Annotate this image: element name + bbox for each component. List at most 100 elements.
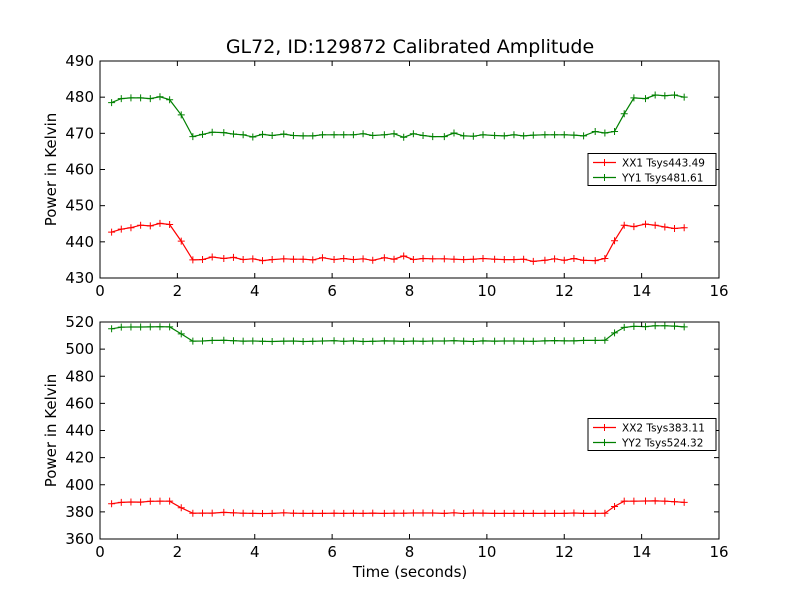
data-point: [117, 498, 125, 506]
data-point: [429, 255, 437, 263]
data-point: [661, 322, 669, 330]
data-point: [258, 257, 266, 265]
y-tick-label: 460: [65, 161, 94, 179]
data-point: [591, 336, 599, 344]
data-point: [419, 132, 427, 140]
data-point: [166, 220, 174, 228]
data-point: [380, 509, 388, 517]
x-tick-label: 4: [250, 282, 260, 300]
data-point: [400, 252, 408, 260]
data-point: [156, 323, 164, 331]
data-point: [108, 99, 116, 107]
bottom-plot: 0 2 4 6 8 10 12 14 16 360 380 400 420 440 460 480 500 520…: [42, 313, 729, 561]
data-point: [479, 131, 487, 139]
series-line-1-1: [111, 325, 685, 343]
data-point: [146, 95, 154, 103]
data-point: [580, 509, 588, 517]
data-point: [330, 509, 338, 517]
data-point: [491, 337, 499, 345]
y-axis-label-1: Power in Kelvin: [42, 374, 60, 488]
data-point: [520, 255, 528, 263]
legend-marker: [601, 424, 608, 431]
data-point: [146, 497, 154, 505]
data-point: [318, 254, 326, 262]
data-point: [651, 322, 659, 330]
data-point: [299, 509, 307, 517]
data-point: [611, 237, 619, 245]
data-point: [541, 337, 549, 345]
data-point: [409, 256, 417, 264]
data-point: [369, 132, 377, 140]
data-point: [309, 337, 317, 345]
data-point: [137, 498, 145, 506]
data-point: [359, 130, 367, 138]
data-point: [229, 130, 237, 138]
legend-entry: YY2 Tsys524.32: [621, 438, 703, 450]
data-point: [380, 337, 388, 345]
data-point: [189, 256, 197, 264]
data-point: [220, 336, 228, 344]
data-point: [289, 132, 297, 140]
data-point: [390, 509, 398, 517]
y-tick-label: 470: [65, 124, 94, 142]
x-tick-label: 4: [250, 543, 260, 561]
data-point: [440, 255, 448, 263]
y-tick-label: 520: [65, 313, 94, 331]
data-point: [641, 323, 649, 331]
data-point: [330, 256, 338, 264]
data-point: [239, 131, 247, 139]
data-point: [199, 256, 207, 264]
data-point: [529, 131, 537, 139]
data-point: [541, 509, 549, 517]
data-point: [239, 256, 247, 264]
data-point: [359, 255, 367, 263]
data-point: [268, 256, 276, 264]
data-point: [189, 337, 197, 345]
data-point: [156, 497, 164, 505]
data-point: [580, 256, 588, 264]
data-point: [469, 509, 477, 517]
data-point: [166, 323, 174, 331]
data-point: [299, 338, 307, 346]
data-point: [127, 224, 135, 232]
data-point: [591, 128, 599, 136]
data-point: [560, 509, 568, 517]
data-point: [671, 498, 679, 506]
data-point: [220, 508, 228, 516]
data-point: [299, 132, 307, 140]
data-point: [491, 255, 499, 263]
data-point: [299, 255, 307, 263]
data-point: [258, 510, 266, 518]
data-point: [289, 509, 297, 517]
data-point: [208, 509, 216, 517]
data-point: [671, 91, 679, 99]
data-point: [611, 502, 619, 510]
legend-marker: [601, 439, 608, 446]
data-point: [591, 257, 599, 265]
data-point: [450, 337, 458, 345]
data-point: [529, 509, 537, 517]
data-point: [529, 257, 537, 265]
data-point: [208, 336, 216, 344]
data-point: [551, 337, 559, 345]
data-point: [491, 509, 499, 517]
data-point: [117, 95, 125, 103]
data-point: [330, 131, 338, 139]
data-point: [177, 111, 185, 119]
data-point: [440, 337, 448, 345]
series-line-1-0: [111, 500, 685, 515]
x-tick-label: 10: [477, 282, 496, 300]
data-point: [127, 323, 135, 331]
data-point: [249, 509, 257, 517]
data-point: [409, 337, 417, 345]
x-tick-label: 14: [632, 543, 651, 561]
y-tick-label: 380: [65, 503, 94, 521]
data-point: [641, 497, 649, 505]
data-point: [491, 132, 499, 140]
data-point: [450, 255, 458, 263]
data-point: [680, 93, 688, 101]
data-point: [108, 228, 116, 236]
x-tick-label: 0: [95, 543, 105, 561]
data-point: [177, 504, 185, 512]
legend-marker: [601, 159, 608, 166]
